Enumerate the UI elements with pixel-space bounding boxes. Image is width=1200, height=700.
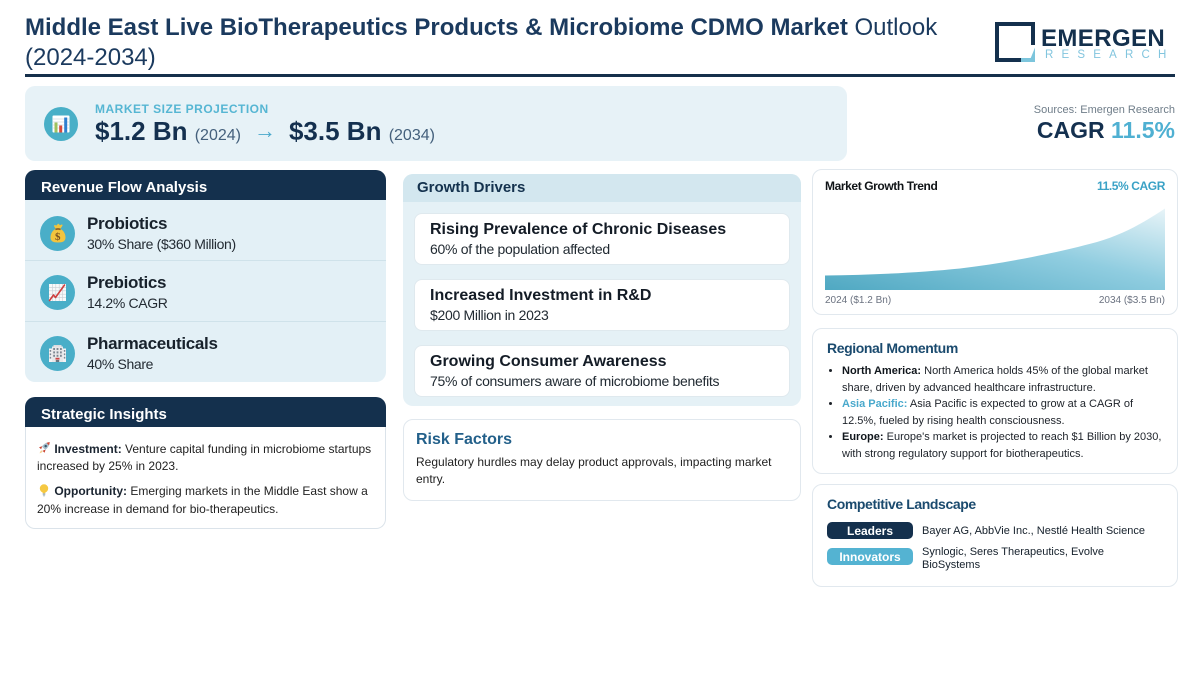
svg-text:$: $ bbox=[55, 231, 61, 243]
svg-text:RESEARCH: RESEARCH bbox=[1045, 49, 1175, 61]
svg-text:EMERGEN: EMERGEN bbox=[1041, 25, 1165, 52]
